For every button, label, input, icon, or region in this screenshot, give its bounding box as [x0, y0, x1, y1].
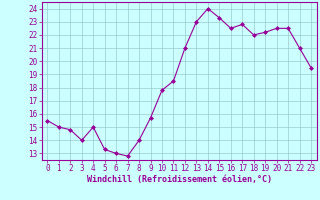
X-axis label: Windchill (Refroidissement éolien,°C): Windchill (Refroidissement éolien,°C) — [87, 175, 272, 184]
